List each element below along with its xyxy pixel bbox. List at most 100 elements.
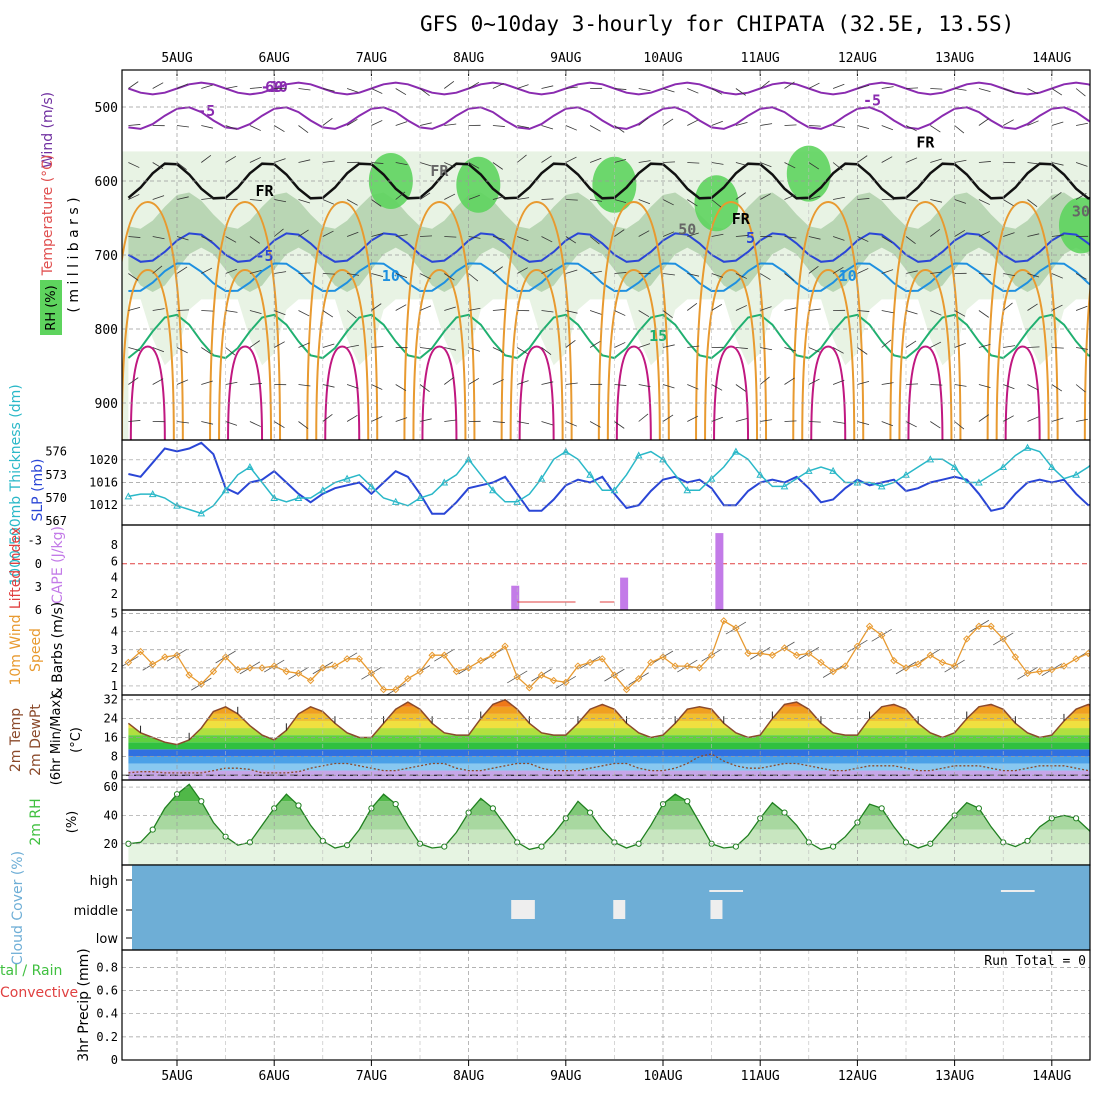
wind-barb — [905, 87, 919, 89]
wind-barb — [662, 310, 673, 319]
wind-barb — [322, 117, 333, 126]
wind-barb — [565, 310, 578, 314]
temp-tick: 24 — [104, 712, 118, 726]
thickness-point — [1072, 470, 1080, 478]
wind-barb — [347, 273, 360, 276]
wind-barb — [395, 234, 408, 237]
wind-barb — [905, 340, 917, 348]
cloud-mid-bar — [511, 900, 524, 919]
date-label-bottom: 12AUG — [838, 1069, 877, 1084]
axis-title-temperature: Temperature (°C) — [40, 155, 56, 277]
wind-plot — [122, 617, 1100, 695]
wind-point — [391, 685, 400, 694]
rh-label-box — [40, 280, 62, 335]
wind-barb — [419, 235, 433, 237]
wind-barb — [176, 309, 190, 311]
wind-barb — [905, 270, 918, 274]
thickness-point — [148, 490, 157, 498]
wind-barb — [176, 379, 189, 385]
precip-tick: 0.8 — [96, 960, 118, 974]
axis-title-percent: (%) — [65, 811, 80, 834]
contour-10 — [128, 262, 1090, 293]
wind-barb — [152, 347, 165, 353]
wind-barb — [298, 125, 309, 134]
wind-barb — [128, 273, 139, 281]
temp-band — [128, 735, 1090, 743]
wind-barb — [808, 162, 820, 170]
wind-barb — [905, 199, 918, 202]
wind-barb — [808, 125, 821, 127]
wind-barb — [273, 228, 284, 237]
temp-band — [128, 749, 1090, 757]
wind-barb — [468, 236, 481, 239]
wind-barb — [857, 125, 870, 129]
wind-barb — [274, 199, 287, 203]
wind-barb — [492, 309, 505, 311]
wind-barb — [274, 271, 287, 274]
wind-barb — [371, 199, 382, 207]
wind-point — [877, 631, 886, 640]
date-label-bottom: 6AUG — [259, 1069, 290, 1084]
warm-contour — [209, 200, 282, 440]
wind-point — [768, 651, 777, 659]
wind-barb-10m — [1090, 656, 1100, 668]
wind-point — [234, 665, 242, 674]
temp-band — [128, 756, 1090, 764]
rh-point — [587, 809, 594, 816]
wind-point — [306, 676, 315, 685]
wind-barb — [517, 421, 530, 425]
wind-barb — [687, 199, 698, 207]
thickness-point — [246, 463, 254, 471]
wind-tick: 5 — [111, 607, 118, 621]
wind-barb — [225, 125, 238, 130]
wind-barb — [322, 273, 335, 275]
wind-barb — [1027, 88, 1039, 95]
wind-tick: 4 — [111, 625, 118, 639]
wind-barb — [905, 236, 916, 245]
wind-barb — [808, 421, 821, 423]
wind-barb — [249, 125, 261, 131]
wind-barb — [492, 162, 503, 170]
wind-barb — [1076, 418, 1088, 422]
wind-barb — [857, 155, 868, 163]
wind-barb — [371, 233, 384, 237]
thickness-point — [804, 466, 813, 474]
wind-barb — [930, 158, 942, 163]
wind-barb — [249, 340, 260, 348]
thickness-point — [124, 492, 133, 500]
wind-barb — [371, 120, 383, 126]
wind-barb — [784, 236, 797, 239]
warm-contour — [713, 345, 750, 440]
date-label-top: 10AUG — [643, 51, 682, 66]
thickness-point — [683, 486, 692, 494]
wind-barb — [905, 421, 917, 428]
wind-point — [647, 658, 655, 667]
wind-barb — [273, 125, 285, 133]
wind-barb — [395, 417, 408, 422]
wind-barb — [978, 118, 989, 126]
warm-contour — [421, 345, 458, 440]
wind-barb — [541, 155, 552, 163]
warm-contour — [1004, 345, 1041, 440]
wind-barb — [735, 162, 748, 166]
panel-frame — [121, 609, 1091, 696]
wind-barb — [128, 420, 141, 422]
wind-point — [136, 647, 145, 656]
wind-tick: 3 — [111, 643, 118, 657]
temp-tick: 0 — [111, 768, 118, 782]
warm-contour — [597, 200, 670, 440]
wind-barb — [225, 347, 236, 356]
wind-barb — [419, 122, 432, 126]
wind-barb — [249, 236, 260, 244]
wind-barb — [711, 384, 723, 391]
wind-barb — [201, 125, 214, 129]
wind-point — [209, 667, 218, 676]
wind-barb — [978, 414, 989, 422]
wind-barb — [978, 384, 991, 388]
wind-point — [343, 655, 351, 663]
axis-title-speed: Speed — [28, 628, 44, 672]
wind-barb — [274, 310, 286, 316]
rh-point — [975, 805, 983, 812]
wind-barb — [201, 197, 214, 200]
wind-point — [817, 658, 825, 667]
